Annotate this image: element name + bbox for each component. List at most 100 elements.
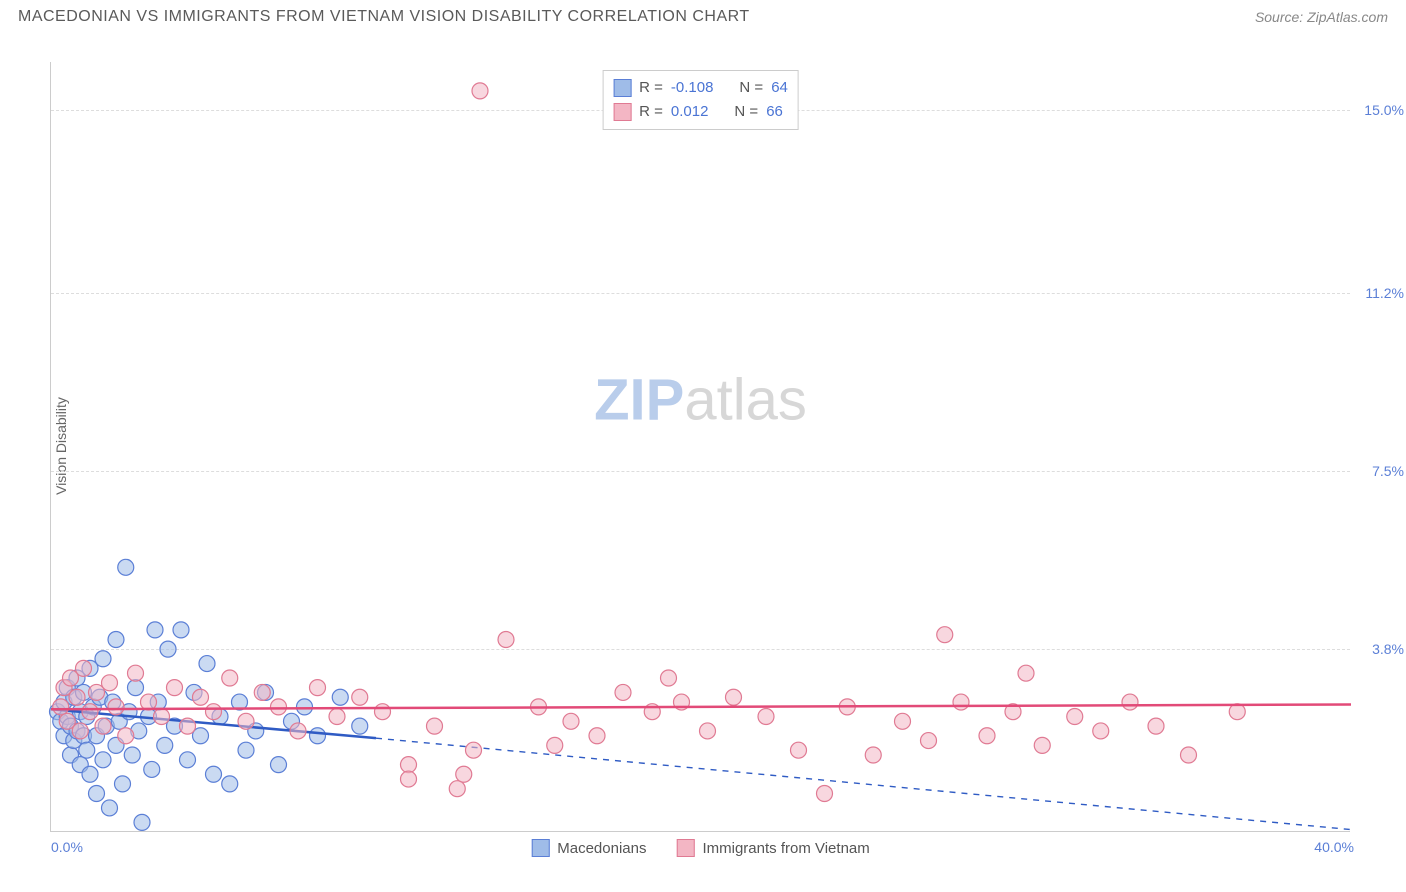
data-point <box>118 559 134 575</box>
data-point <box>102 675 118 691</box>
data-point <box>167 680 183 696</box>
data-point <box>865 747 881 763</box>
data-point <box>238 742 254 758</box>
series-swatch-0 <box>531 839 549 857</box>
data-point <box>118 728 134 744</box>
legend-swatch-0 <box>613 79 631 97</box>
data-point <box>147 622 163 638</box>
data-point <box>427 718 443 734</box>
data-point <box>79 742 95 758</box>
data-point <box>352 689 368 705</box>
r-label-0: R = <box>639 76 663 100</box>
data-point <box>937 627 953 643</box>
y-tick-label: 11.2% <box>1365 285 1404 301</box>
data-point <box>271 757 287 773</box>
data-point <box>352 718 368 734</box>
series-legend-item-1: Immigrants from Vietnam <box>676 839 869 857</box>
data-point <box>1018 665 1034 681</box>
data-point <box>615 684 631 700</box>
n-label-1: N = <box>734 100 758 124</box>
data-point <box>895 713 911 729</box>
data-point <box>115 776 131 792</box>
n-value-0: 64 <box>771 76 788 100</box>
data-point <box>134 814 150 830</box>
data-point <box>193 689 209 705</box>
data-point <box>144 761 160 777</box>
chart-area: ZIPatlas 3.8%7.5%11.2%15.0% R = -0.108 N… <box>50 62 1350 832</box>
data-point <box>472 83 488 99</box>
data-point <box>89 786 105 802</box>
r-value-0: -0.108 <box>671 76 714 100</box>
data-point <box>128 680 144 696</box>
data-point <box>128 665 144 681</box>
source-prefix: Source: <box>1255 9 1307 25</box>
correlation-legend-row-1: R = 0.012 N = 66 <box>613 100 788 124</box>
data-point <box>95 651 111 667</box>
data-point <box>726 689 742 705</box>
n-label-0: N = <box>739 76 763 100</box>
data-point <box>222 776 238 792</box>
series-label-0: Macedonians <box>557 840 646 857</box>
data-point <box>95 752 111 768</box>
correlation-legend-row-0: R = -0.108 N = 64 <box>613 76 788 100</box>
chart-title: MACEDONIAN VS IMMIGRANTS FROM VIETNAM VI… <box>18 8 750 26</box>
data-point <box>449 781 465 797</box>
data-point <box>297 699 313 715</box>
data-point <box>332 689 348 705</box>
series-legend-item-0: Macedonians <box>531 839 646 857</box>
data-point <box>180 752 196 768</box>
data-point <box>76 660 92 676</box>
data-point <box>102 800 118 816</box>
data-point <box>310 680 326 696</box>
data-point <box>160 641 176 657</box>
data-point <box>1148 718 1164 734</box>
data-point <box>758 709 774 725</box>
data-point <box>310 728 326 744</box>
trend-line-extrapolated <box>376 738 1351 829</box>
data-point <box>700 723 716 739</box>
data-point <box>124 747 140 763</box>
data-point <box>72 723 88 739</box>
data-point <box>108 632 124 648</box>
data-point <box>1034 737 1050 753</box>
y-tick-label: 3.8% <box>1372 641 1404 657</box>
data-point <box>1093 723 1109 739</box>
data-point <box>329 709 345 725</box>
data-point <box>173 622 189 638</box>
data-point <box>254 684 270 700</box>
data-point <box>791 742 807 758</box>
scatter-plot-svg <box>51 62 1350 831</box>
data-point <box>180 718 196 734</box>
data-point <box>1181 747 1197 763</box>
series-swatch-1 <box>676 839 694 857</box>
data-point <box>1122 694 1138 710</box>
data-point <box>69 689 85 705</box>
data-point <box>206 704 222 720</box>
n-value-1: 66 <box>766 100 783 124</box>
series-label-1: Immigrants from Vietnam <box>702 840 869 857</box>
data-point <box>157 737 173 753</box>
data-point <box>154 709 170 725</box>
data-point <box>979 728 995 744</box>
data-point <box>53 699 69 715</box>
data-point <box>563 713 579 729</box>
data-point <box>108 699 124 715</box>
data-point <box>290 723 306 739</box>
chart-source: Source: ZipAtlas.com <box>1255 9 1388 25</box>
r-value-1: 0.012 <box>671 100 709 124</box>
data-point <box>206 766 222 782</box>
data-point <box>82 704 98 720</box>
data-point <box>498 632 514 648</box>
data-point <box>199 656 215 672</box>
data-point <box>82 766 98 782</box>
data-point <box>466 742 482 758</box>
data-point <box>271 699 287 715</box>
data-point <box>222 670 238 686</box>
x-tick-label: 40.0% <box>1314 839 1354 855</box>
data-point <box>238 713 254 729</box>
data-point <box>589 728 605 744</box>
data-point <box>375 704 391 720</box>
data-point <box>817 786 833 802</box>
series-legend: Macedonians Immigrants from Vietnam <box>531 839 870 857</box>
data-point <box>95 718 111 734</box>
